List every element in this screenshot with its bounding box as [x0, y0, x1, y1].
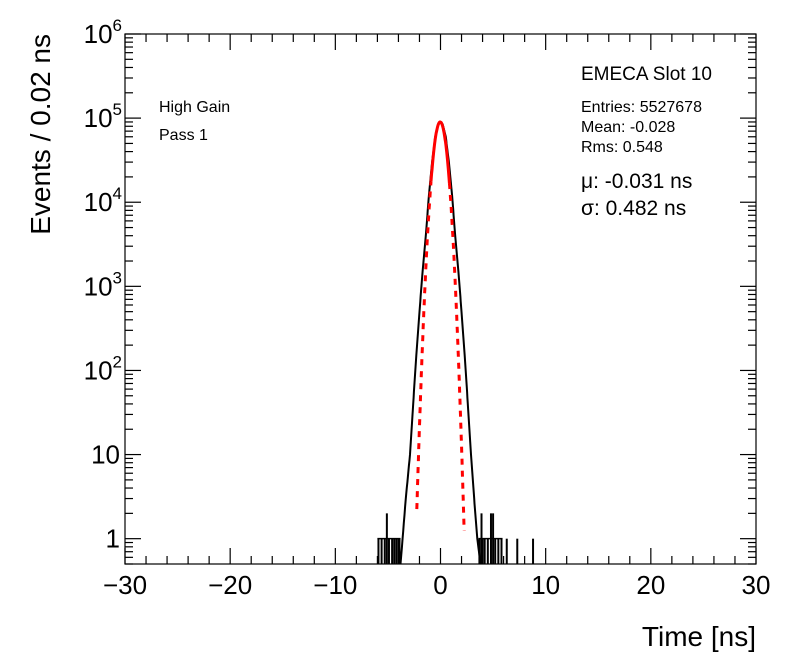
- x-tick-label: −30: [103, 570, 147, 600]
- x-tick-label: 0: [433, 570, 447, 600]
- x-tick-label: 20: [636, 570, 665, 600]
- axis-ticks: [124, 33, 757, 565]
- pass-annotation: Pass 1: [159, 127, 208, 144]
- x-tick-label: 30: [742, 570, 771, 600]
- y-tick-label: 105: [84, 100, 122, 133]
- y-tick-label: 106: [84, 16, 122, 49]
- y-tick-label: 103: [84, 268, 122, 301]
- y-tick-labels: 1 10 102 103 104 105 106: [84, 16, 122, 554]
- rms-text: Rms: 0.548: [581, 139, 663, 156]
- gaussian-fit-core: [429, 120, 451, 184]
- y-axis-label: Events / 0.02 ns: [25, 34, 56, 235]
- y-tick-label: 1: [106, 524, 120, 554]
- gaussian-fit-tails: [415, 181, 466, 532]
- mean-text: Mean: -0.028: [581, 119, 675, 136]
- x-tick-label: −10: [313, 570, 357, 600]
- x-tick-labels: −30 −20 −10 0 10 20 30: [103, 570, 771, 600]
- y-tick-label: 104: [84, 184, 122, 217]
- entries-text: Entries: 5527678: [581, 99, 702, 116]
- x-tick-label: 10: [531, 570, 560, 600]
- x-axis-label: Time [ns]: [642, 621, 756, 652]
- x-tick-label: −20: [208, 570, 252, 600]
- sparse-bins: [377, 513, 535, 564]
- chart-title: EMECA Slot 10: [581, 64, 712, 85]
- fit-mu-text: μ: -0.031 ns: [581, 170, 692, 193]
- y-tick-label: 10: [91, 440, 120, 470]
- fit-sigma-text: σ: 0.482 ns: [581, 197, 686, 220]
- gain-annotation: High Gain: [159, 99, 230, 116]
- histogram-series: [399, 120, 482, 565]
- y-tick-label: 102: [84, 352, 122, 385]
